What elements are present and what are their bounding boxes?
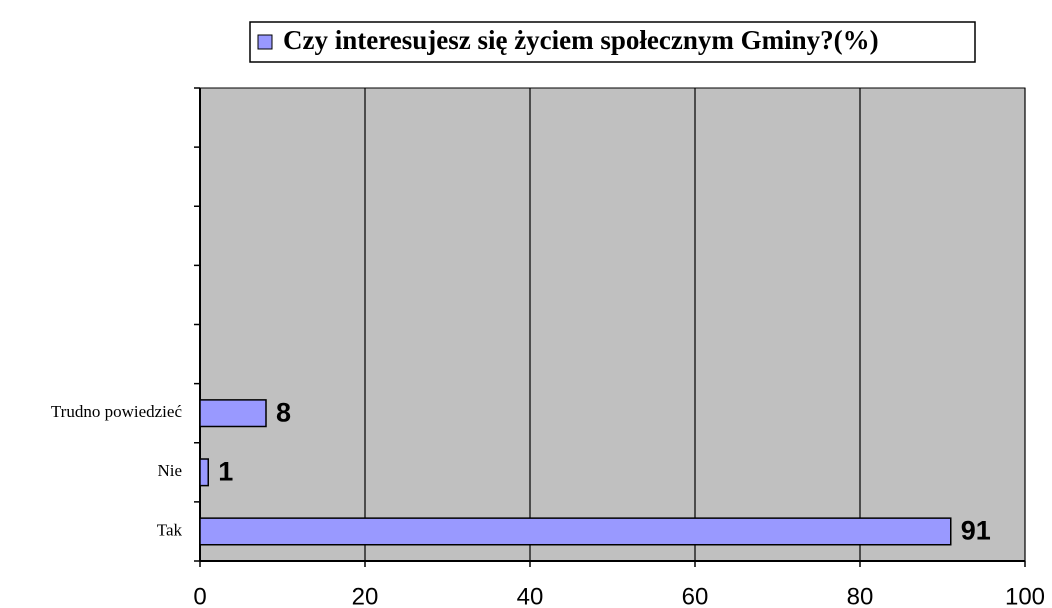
value-label: 91 bbox=[961, 516, 991, 546]
x-tick-label: 80 bbox=[847, 583, 874, 608]
legend-swatch bbox=[257, 34, 273, 50]
legend-box bbox=[249, 21, 976, 63]
value-label: 8 bbox=[276, 397, 291, 427]
x-tick-label: 20 bbox=[352, 583, 379, 608]
legend-label: Czy interesujesz się życiem społecznym G… bbox=[283, 25, 879, 55]
plot-area bbox=[199, 87, 1026, 562]
y-tick-label: Tak bbox=[157, 520, 183, 539]
y-tick-label: Nie bbox=[157, 461, 182, 480]
value-label: 1 bbox=[218, 456, 233, 486]
bar bbox=[199, 517, 952, 546]
x-tick-label: 100 bbox=[1005, 583, 1045, 608]
x-tick-label: 60 bbox=[682, 583, 709, 608]
bar bbox=[199, 399, 267, 428]
y-tick-label: Trudno powiedzieć bbox=[51, 402, 183, 421]
bar bbox=[199, 458, 209, 487]
x-tick-label: 0 bbox=[193, 583, 206, 608]
x-tick-label: 40 bbox=[517, 583, 544, 608]
